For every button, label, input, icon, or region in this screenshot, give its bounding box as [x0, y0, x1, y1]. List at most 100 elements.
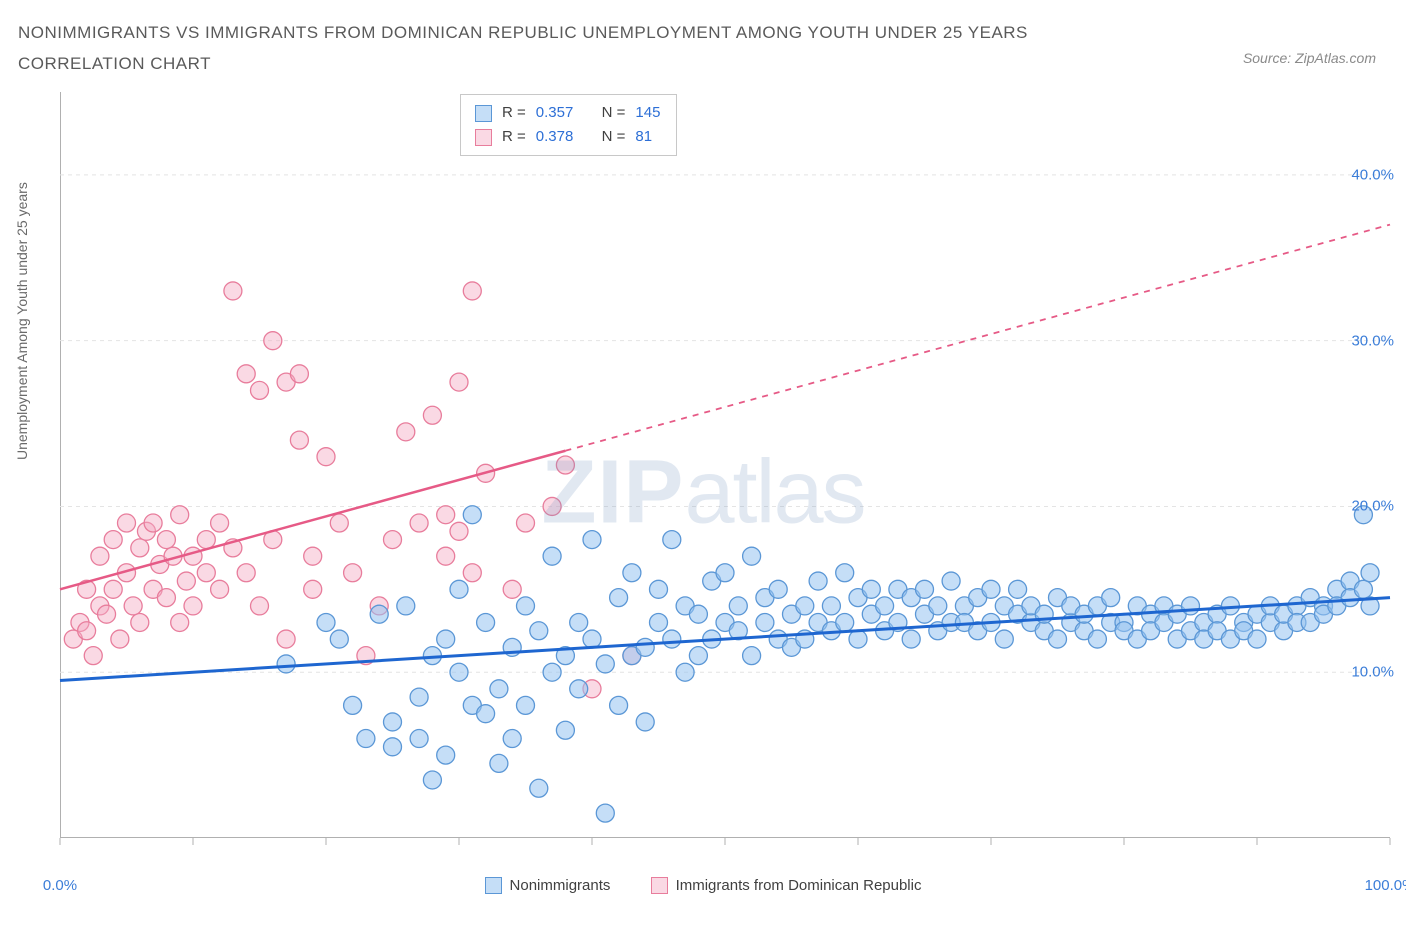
legend: Nonimmigrants Immigrants from Dominican …: [0, 877, 1406, 898]
legend-swatch-series2: [651, 877, 668, 894]
stats-swatch-series2: [475, 129, 492, 146]
scatter-point: [251, 597, 269, 615]
scatter-point: [330, 630, 348, 648]
y-tick-label: 10.0%: [1351, 664, 1394, 681]
scatter-point: [410, 730, 428, 748]
scatter-point: [1009, 580, 1027, 598]
scatter-point: [177, 572, 195, 590]
stats-swatch-series1: [475, 105, 492, 122]
scatter-point: [91, 547, 109, 565]
y-tick-label: 30.0%: [1351, 332, 1394, 349]
scatter-point: [171, 613, 189, 631]
scatter-point: [197, 564, 215, 582]
scatter-point: [277, 630, 295, 648]
scatter-point: [211, 514, 229, 532]
stats-row-series2: R = 0.378 N = 81: [475, 125, 660, 149]
scatter-point: [1248, 630, 1266, 648]
scatter-point: [902, 630, 920, 648]
scatter-point: [1102, 589, 1120, 607]
scatter-point: [596, 804, 614, 822]
scatter-point: [1182, 597, 1200, 615]
scatter-point: [410, 688, 428, 706]
scatter-point: [251, 381, 269, 399]
scatter-point: [131, 613, 149, 631]
scatter-point: [1088, 630, 1106, 648]
scatter-point: [423, 406, 441, 424]
scatter-point: [317, 613, 335, 631]
scatter-point: [836, 564, 854, 582]
scatter-point: [237, 564, 255, 582]
scatter-point: [556, 456, 574, 474]
scatter-point: [330, 514, 348, 532]
scatter-point: [650, 613, 668, 631]
scatter-point: [477, 705, 495, 723]
scatter-point: [650, 580, 668, 598]
scatter-point: [929, 597, 947, 615]
scatter-point: [743, 547, 761, 565]
scatter-point: [689, 605, 707, 623]
scatter-point: [596, 655, 614, 673]
scatter-point: [982, 580, 1000, 598]
scatter-point: [437, 547, 455, 565]
scatter-point: [995, 630, 1013, 648]
trend-line-dashed: [565, 225, 1390, 451]
scatter-point: [384, 531, 402, 549]
scatter-point: [942, 572, 960, 590]
stats-r-value-series1: 0.357: [536, 101, 574, 125]
scatter-point: [197, 531, 215, 549]
scatter-point: [623, 564, 641, 582]
scatter-point: [211, 580, 229, 598]
scatter-point: [450, 373, 468, 391]
scatter-point: [530, 779, 548, 797]
stats-n-label: N =: [602, 125, 626, 149]
scatter-point: [876, 597, 894, 615]
scatter-point: [769, 580, 787, 598]
scatter-point: [490, 680, 508, 698]
scatter-point: [517, 597, 535, 615]
scatter-point: [676, 663, 694, 681]
scatter-point: [849, 630, 867, 648]
scatter-point: [104, 531, 122, 549]
scatter-point: [290, 431, 308, 449]
scatter-point: [171, 506, 189, 524]
stats-n-value-series2: 81: [635, 125, 652, 149]
scatter-point: [729, 597, 747, 615]
scatter-point: [124, 597, 142, 615]
scatter-point: [437, 746, 455, 764]
scatter-point: [384, 738, 402, 756]
scatter-point: [317, 448, 335, 466]
scatter-point: [796, 597, 814, 615]
scatter-point: [503, 580, 521, 598]
scatter-point: [463, 282, 481, 300]
scatter-point: [157, 589, 175, 607]
scatter-point: [543, 497, 561, 515]
x-tick-label: 0.0%: [43, 877, 77, 894]
scatter-point: [517, 514, 535, 532]
stats-n-label: N =: [602, 101, 626, 125]
scatter-point: [111, 630, 129, 648]
scatter-point: [556, 721, 574, 739]
scatter-point: [583, 630, 601, 648]
scatter-point: [144, 514, 162, 532]
scatter-point: [84, 647, 102, 665]
scatter-point: [517, 696, 535, 714]
scatter-point: [264, 332, 282, 350]
legend-item-series2: Immigrants from Dominican Republic: [651, 877, 922, 894]
scatter-point: [543, 547, 561, 565]
scatter-point: [463, 564, 481, 582]
chart-title-line2: CORRELATION CHART: [18, 49, 1406, 80]
scatter-point: [1361, 564, 1379, 582]
y-tick-label: 40.0%: [1351, 166, 1394, 183]
scatter-point: [104, 580, 122, 598]
scatter-point: [543, 663, 561, 681]
scatter-point: [384, 713, 402, 731]
scatter-point: [304, 547, 322, 565]
scatter-point: [1049, 630, 1067, 648]
scatter-point: [450, 663, 468, 681]
scatter-point: [157, 531, 175, 549]
scatter-point: [503, 730, 521, 748]
scatter-point: [344, 696, 362, 714]
chart-title-line1: NONIMMIGRANTS VS IMMIGRANTS FROM DOMINIC…: [18, 18, 1406, 49]
scatter-point: [131, 539, 149, 557]
chart-svg: [60, 92, 1390, 838]
